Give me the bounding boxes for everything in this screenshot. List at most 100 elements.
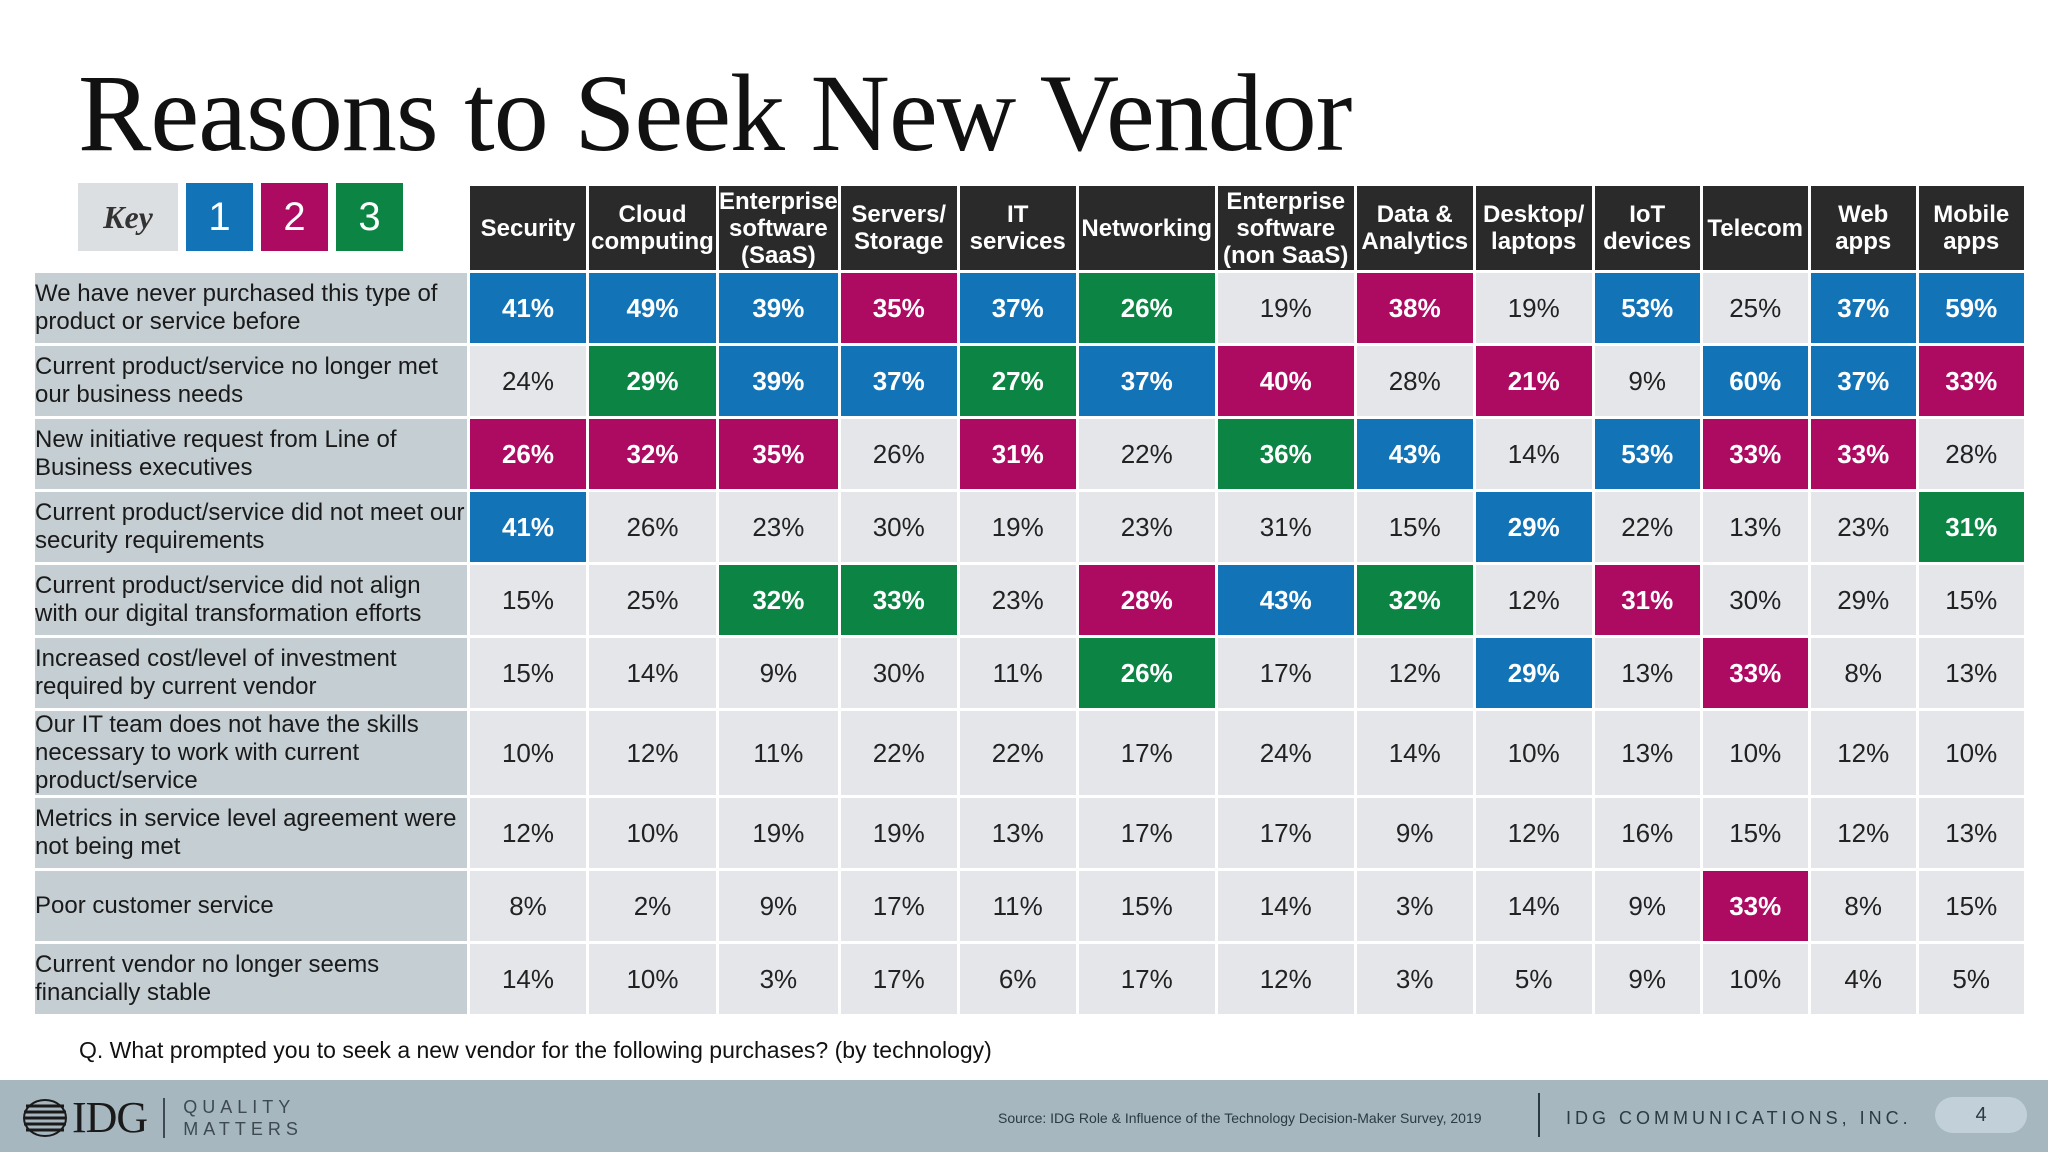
value-cell: 30% — [840, 638, 957, 708]
column-header: Telecom — [1702, 186, 1808, 270]
value-cell: 29% — [1810, 565, 1916, 635]
value-cell: 19% — [1217, 273, 1354, 343]
row-label: Current product/service no longer met ou… — [35, 346, 467, 416]
row-label: Current vendor no longer seems financial… — [35, 944, 467, 1014]
ranked-cell-2: 35% — [840, 273, 957, 343]
value-cell: 23% — [1810, 492, 1916, 562]
table-row: New initiative request from Line of Busi… — [35, 419, 2024, 489]
row-label: Poor customer service — [35, 871, 467, 941]
column-header: Networking — [1078, 186, 1215, 270]
ranked-cell-1: 43% — [1217, 565, 1354, 635]
value-cell: 30% — [840, 492, 957, 562]
globe-icon — [23, 1098, 67, 1137]
footer-divider — [1538, 1093, 1540, 1137]
ranked-cell-3: 36% — [1217, 419, 1354, 489]
ranked-cell-1: 29% — [1475, 492, 1592, 562]
page-title: Reasons to Seek New Vendor — [78, 52, 1352, 174]
ranked-cell-2: 33% — [1702, 419, 1808, 489]
value-cell: 13% — [959, 798, 1076, 868]
value-cell: 19% — [1475, 273, 1592, 343]
value-cell: 24% — [1217, 711, 1354, 795]
key-rank-2-swatch: 2 — [261, 183, 328, 251]
value-cell: 12% — [1810, 798, 1916, 868]
value-cell: 9% — [1594, 944, 1700, 1014]
row-label: Current product/service did not meet our… — [35, 492, 467, 562]
column-header: Enterprise software (SaaS) — [719, 186, 838, 270]
table-row: Increased cost/level of investment requi… — [35, 638, 2024, 708]
ranked-cell-1: 39% — [719, 346, 838, 416]
ranked-cell-2: 32% — [589, 419, 716, 489]
value-cell: 13% — [1702, 492, 1808, 562]
column-header: Data & Analytics — [1356, 186, 1473, 270]
value-cell: 10% — [589, 798, 716, 868]
value-cell: 15% — [1078, 871, 1215, 941]
table-row: We have never purchased this type of pro… — [35, 273, 2024, 343]
value-cell: 9% — [719, 871, 838, 941]
table-row: Current vendor no longer seems financial… — [35, 944, 2024, 1014]
value-cell: 14% — [470, 944, 586, 1014]
value-cell: 25% — [1702, 273, 1808, 343]
value-cell: 6% — [959, 944, 1076, 1014]
ranked-cell-3: 29% — [589, 346, 716, 416]
ranked-cell-2: 33% — [1702, 638, 1808, 708]
value-cell: 12% — [470, 798, 586, 868]
column-header: Desktop/ laptops — [1475, 186, 1592, 270]
value-cell: 14% — [1475, 419, 1592, 489]
ranked-cell-1: 59% — [1918, 273, 2024, 343]
ranked-cell-1: 41% — [470, 273, 586, 343]
value-cell: 4% — [1810, 944, 1916, 1014]
value-cell: 2% — [589, 871, 716, 941]
value-cell: 10% — [1918, 711, 2024, 795]
source-note: Source: IDG Role & Influence of the Tech… — [998, 1110, 1482, 1126]
value-cell: 22% — [959, 711, 1076, 795]
ranked-cell-3: 32% — [1356, 565, 1473, 635]
value-cell: 10% — [1475, 711, 1592, 795]
ranked-cell-2: 33% — [1702, 871, 1808, 941]
value-cell: 23% — [1078, 492, 1215, 562]
value-cell: 23% — [719, 492, 838, 562]
table-row: Current product/service did not meet our… — [35, 492, 2024, 562]
value-cell: 22% — [1594, 492, 1700, 562]
ranked-cell-2: 31% — [1594, 565, 1700, 635]
value-cell: 10% — [589, 944, 716, 1014]
ranked-cell-1: 41% — [470, 492, 586, 562]
ranked-cell-2: 26% — [470, 419, 586, 489]
value-cell: 10% — [470, 711, 586, 795]
ranked-cell-1: 39% — [719, 273, 838, 343]
column-header: IoT devices — [1594, 186, 1700, 270]
key-label: Key — [78, 183, 178, 251]
row-label: Our IT team does not have the skills nec… — [35, 711, 467, 795]
value-cell: 12% — [1356, 638, 1473, 708]
value-cell: 5% — [1475, 944, 1592, 1014]
ranked-cell-1: 43% — [1356, 419, 1473, 489]
value-cell: 14% — [589, 638, 716, 708]
ranked-cell-1: 60% — [1702, 346, 1808, 416]
tagline-line-2: MATTERS — [183, 1118, 303, 1139]
company-name: IDG COMMUNICATIONS, INC. — [1566, 1108, 1912, 1128]
value-cell: 30% — [1702, 565, 1808, 635]
value-cell: 16% — [1594, 798, 1700, 868]
value-cell: 26% — [840, 419, 957, 489]
value-cell: 22% — [1078, 419, 1215, 489]
ranked-cell-1: 37% — [959, 273, 1076, 343]
logo-wordmark: IDG — [72, 1093, 148, 1142]
value-cell: 17% — [1078, 711, 1215, 795]
ranked-cell-1: 37% — [1810, 346, 1916, 416]
value-cell: 26% — [589, 492, 716, 562]
column-header: Web apps — [1810, 186, 1916, 270]
ranked-cell-2: 40% — [1217, 346, 1354, 416]
value-cell: 31% — [1217, 492, 1354, 562]
column-header: Cloud computing — [589, 186, 716, 270]
ranked-cell-1: 49% — [589, 273, 716, 343]
value-cell: 28% — [1918, 419, 2024, 489]
value-cell: 9% — [1594, 871, 1700, 941]
value-cell: 8% — [1810, 871, 1916, 941]
value-cell: 24% — [470, 346, 586, 416]
value-cell: 8% — [470, 871, 586, 941]
key-rank-1-swatch: 1 — [186, 183, 253, 251]
table-row: Poor customer service 8% 2% 9% 17% 11% 15% 14% 3… — [35, 871, 2024, 941]
value-cell: 13% — [1918, 638, 2024, 708]
value-cell: 17% — [1078, 798, 1215, 868]
ranked-cell-1: 37% — [1810, 273, 1916, 343]
value-cell: 12% — [1475, 565, 1592, 635]
